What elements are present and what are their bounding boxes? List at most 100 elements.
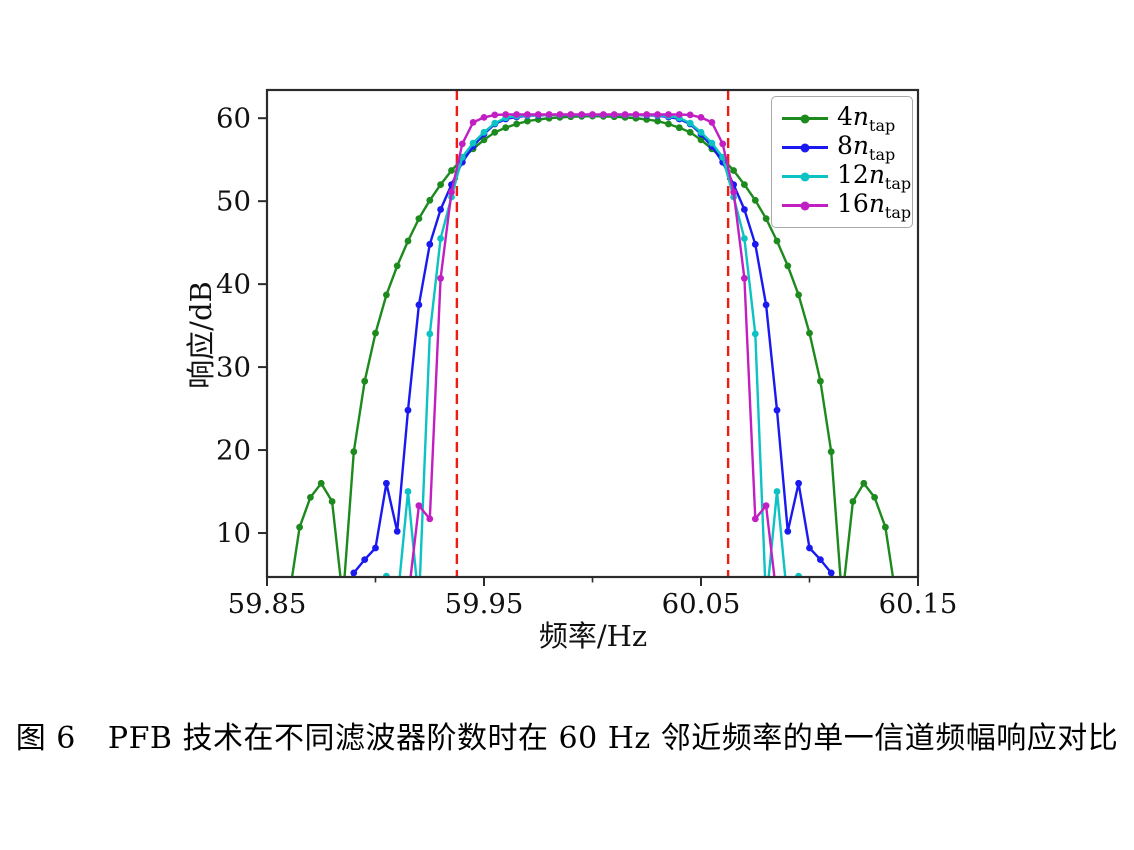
data-point xyxy=(404,237,412,245)
data-point xyxy=(730,167,737,174)
data-point xyxy=(871,494,878,501)
data-point xyxy=(827,448,835,456)
data-point xyxy=(372,329,379,337)
data-point xyxy=(762,502,770,510)
data-point xyxy=(469,119,477,126)
data-point xyxy=(741,206,748,213)
legend-line-swatch xyxy=(782,114,828,123)
data-point xyxy=(589,111,596,118)
data-point xyxy=(839,596,846,603)
chart-canvas: 10 20 30 40 50 60 59.85 59.95 60.05 60.15 xyxy=(216,88,958,620)
data-point xyxy=(340,596,347,603)
legend-label: 8ntap xyxy=(837,130,896,164)
data-point xyxy=(437,206,444,213)
legend-marker-dot xyxy=(800,201,810,210)
caption-text: PFB 技术在不同滤波器阶数时在 60 Hz 邻近频率的单一信道频幅响应对比 xyxy=(107,721,1119,756)
data-point xyxy=(372,544,379,552)
data-point xyxy=(361,377,369,385)
data-point xyxy=(480,136,488,144)
data-point xyxy=(784,528,792,535)
y-tick-label: 30 xyxy=(216,352,251,384)
data-point xyxy=(393,528,401,535)
data-point xyxy=(697,114,705,121)
data-point xyxy=(686,128,694,136)
data-point xyxy=(708,119,716,126)
legend-line-swatch xyxy=(782,172,828,181)
data-point xyxy=(817,556,824,563)
series-line xyxy=(409,113,776,577)
data-point xyxy=(827,569,835,577)
data-point xyxy=(741,235,748,242)
data-point xyxy=(448,167,455,174)
data-point xyxy=(610,111,618,118)
data-point xyxy=(697,128,705,136)
data-point xyxy=(675,124,683,132)
data-point xyxy=(437,274,444,282)
data-point xyxy=(654,117,661,125)
data-point xyxy=(741,181,748,189)
data-point xyxy=(415,215,423,223)
data-point xyxy=(795,479,802,487)
data-point xyxy=(839,596,846,603)
series-12n_tap xyxy=(383,111,802,607)
data-point xyxy=(556,111,564,118)
legend-label: 4ntap xyxy=(837,101,896,135)
data-point xyxy=(426,196,434,204)
legend-item-4n_tap: 4ntap xyxy=(782,104,902,133)
data-point xyxy=(806,544,813,552)
data-point xyxy=(567,111,575,118)
data-point xyxy=(665,120,672,128)
data-point xyxy=(621,111,629,118)
data-point xyxy=(882,523,889,531)
data-point xyxy=(404,406,412,414)
series-line xyxy=(350,113,835,577)
data-point xyxy=(307,494,314,501)
data-point xyxy=(654,111,661,118)
legend: 4ntap 8ntap 12ntap 16ntap xyxy=(771,96,913,228)
data-point xyxy=(784,262,792,270)
data-point xyxy=(524,111,531,118)
data-point xyxy=(578,111,586,118)
data-point xyxy=(415,301,423,309)
data-point xyxy=(741,274,748,282)
legend-marker-dot xyxy=(800,114,810,123)
data-point xyxy=(361,556,369,563)
data-point xyxy=(328,498,336,505)
data-point xyxy=(394,600,401,607)
data-point xyxy=(513,111,520,118)
data-point xyxy=(524,117,531,125)
data-point xyxy=(751,515,759,523)
data-point xyxy=(675,111,683,118)
data-point xyxy=(773,406,781,414)
legend-marker-dot xyxy=(800,143,810,152)
data-point xyxy=(415,502,423,510)
data-point xyxy=(632,111,640,118)
data-point xyxy=(697,136,705,144)
data-point xyxy=(817,377,824,385)
y-axis-label: 响应/dB xyxy=(184,281,218,389)
data-point xyxy=(404,488,412,495)
data-point xyxy=(383,291,390,299)
legend-label: 16ntap xyxy=(837,188,912,222)
data-point xyxy=(600,111,607,118)
data-point xyxy=(296,523,303,531)
data-point xyxy=(405,596,412,603)
y-tick-label: 20 xyxy=(216,435,251,467)
data-point xyxy=(762,301,770,309)
x-tick-label: 59.95 xyxy=(445,588,524,620)
data-point xyxy=(708,139,716,147)
data-point xyxy=(491,111,499,119)
data-point xyxy=(643,111,651,118)
data-point xyxy=(686,119,694,127)
data-point xyxy=(426,240,434,248)
x-tick-label: 60.15 xyxy=(879,588,958,620)
data-point xyxy=(795,291,802,299)
data-point xyxy=(416,600,423,607)
data-point xyxy=(469,139,477,147)
data-point xyxy=(437,181,444,189)
figure-caption: 图 6 PFB 技术在不同滤波器阶数时在 60 Hz 邻近频率的单一信道频幅响应对… xyxy=(0,713,1134,757)
data-point xyxy=(860,479,868,487)
data-point xyxy=(491,128,499,136)
data-point xyxy=(730,188,737,196)
